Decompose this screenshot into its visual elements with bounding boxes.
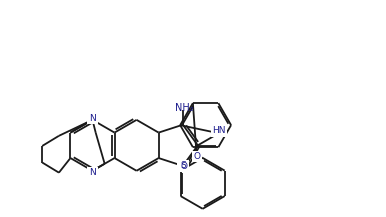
Text: HN: HN [212,127,225,135]
Text: S: S [180,161,186,170]
Bar [86,166,98,178]
Text: O: O [193,152,200,161]
Bar [179,160,189,172]
Bar [177,160,189,172]
Text: O: O [181,162,188,171]
Bar [210,125,227,137]
Bar [86,112,98,124]
Bar [192,151,201,163]
Text: N: N [89,114,96,123]
Text: N: N [89,168,96,177]
Text: NH₂: NH₂ [175,103,194,113]
